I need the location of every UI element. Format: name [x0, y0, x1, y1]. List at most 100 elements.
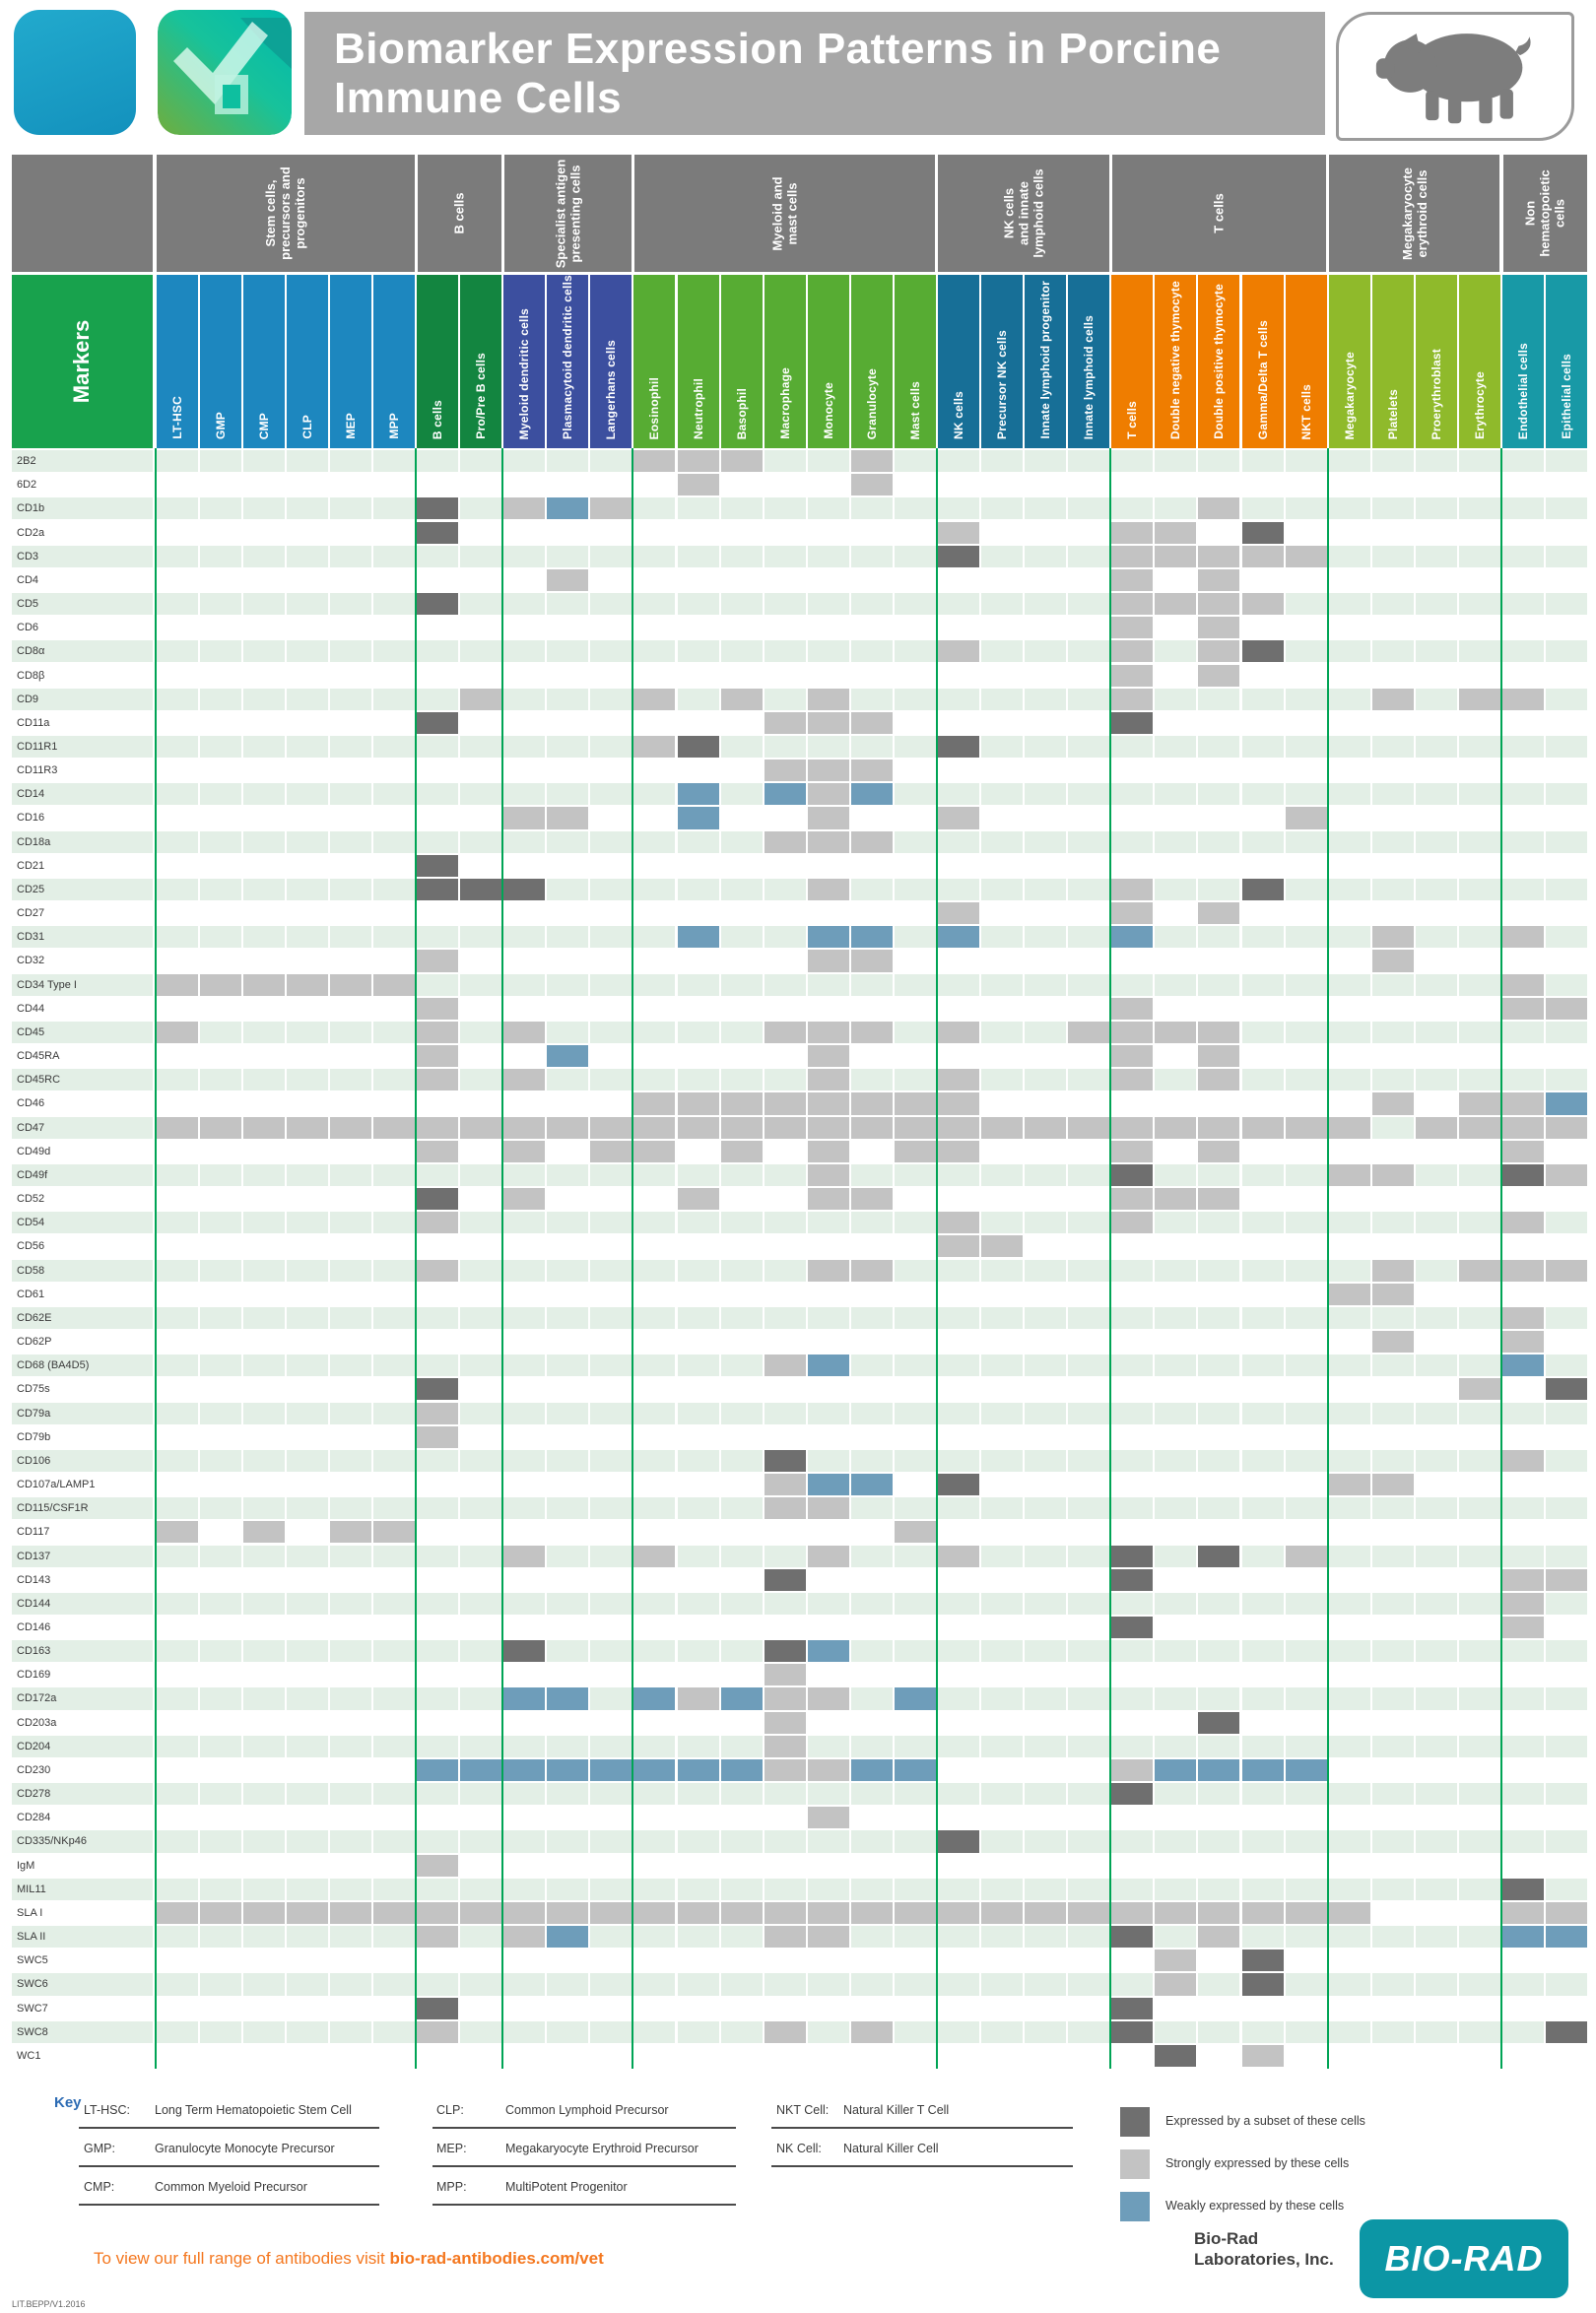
matrix-cell [1198, 1045, 1240, 1068]
matrix-cell [372, 1188, 415, 1211]
matrix-cell [633, 617, 676, 639]
matrix-cell [417, 568, 459, 591]
matrix-cell [1198, 1901, 1240, 1925]
matrix-cell [242, 1474, 285, 1496]
key-definition: Common Lymphoid Precursor [505, 2103, 669, 2117]
matrix-cell [807, 1045, 849, 1068]
matrix-cell [1025, 1973, 1067, 1996]
matrix-cell [242, 2044, 285, 2068]
matrix-cell [372, 807, 415, 829]
matrix-cell [1546, 1235, 1588, 1258]
matrix-cell [807, 902, 849, 925]
matrix-cell [1155, 1901, 1197, 1925]
pig-icon [1352, 20, 1559, 133]
matrix-cell [460, 1616, 502, 1639]
matrix-cell [460, 2020, 502, 2043]
matrix-cell [720, 1807, 763, 1829]
matrix-cell [1241, 1402, 1284, 1424]
matrix-cell [937, 1306, 979, 1329]
matrix-cell [1502, 950, 1545, 972]
matrix-cell [1111, 1259, 1154, 1282]
matrix-cell [503, 1616, 546, 1639]
group-divider [632, 448, 634, 2069]
matrix-cell [633, 1568, 676, 1591]
matrix-cell [1285, 521, 1327, 544]
matrix-cell [1502, 807, 1545, 829]
matrix-cell [1198, 1069, 1240, 1091]
matrix-cell [807, 497, 849, 520]
footer-cta-link[interactable]: bio-rad-antibodies.com/vet [389, 2249, 604, 2268]
matrix-cell [1285, 735, 1327, 759]
matrix-cell [1155, 1378, 1197, 1401]
matrix-cell [1285, 545, 1327, 567]
matrix-cell [1502, 450, 1545, 473]
matrix-cell [807, 617, 849, 639]
matrix-cell [460, 474, 502, 496]
matrix-cell [503, 1592, 546, 1615]
matrix-cell [286, 926, 328, 949]
matrix-cell [981, 1425, 1024, 1448]
matrix-cell [156, 1163, 198, 1187]
matrix-cell [894, 711, 936, 734]
matrix-cell [677, 640, 719, 663]
matrix-cell [720, 1259, 763, 1282]
matrix-cell [503, 1878, 546, 1900]
matrix-cell [1458, 950, 1500, 972]
matrix-cell [807, 1545, 849, 1567]
matrix-cell [1285, 1045, 1327, 1068]
matrix-cell [460, 1950, 502, 1972]
matrix-cell [937, 807, 979, 829]
legend-label: Expressed by a subset of these cells [1165, 2114, 1365, 2128]
matrix-cell [199, 711, 241, 734]
matrix-cell [720, 950, 763, 972]
matrix-cell [503, 1449, 546, 1472]
key-term: MPP: [436, 2180, 467, 2194]
matrix-cell [1025, 1687, 1067, 1710]
matrix-cell [286, 1830, 328, 1853]
matrix-cell [1111, 1878, 1154, 1900]
matrix-cell [981, 640, 1024, 663]
matrix-cell [242, 1163, 285, 1187]
matrix-cell [1371, 735, 1414, 759]
matrix-cell [156, 2020, 198, 2043]
matrix-cell [199, 521, 241, 544]
matrix-cell [1155, 1687, 1197, 1710]
matrix-cell [460, 1259, 502, 1282]
matrix-cell [1502, 1331, 1545, 1354]
matrix-cell [677, 1783, 719, 1806]
matrix-cell [1155, 1830, 1197, 1853]
matrix-cell [590, 2020, 632, 2043]
matrix-cell [1371, 1497, 1414, 1520]
marker-label: CD16 [12, 807, 153, 829]
matrix-cell [677, 997, 719, 1020]
matrix-cell [850, 1425, 893, 1448]
matrix-cell [1198, 1950, 1240, 1972]
matrix-cell [1415, 1568, 1457, 1591]
matrix-cell [547, 1235, 589, 1258]
matrix-cell [156, 664, 198, 687]
matrix-cell [1458, 1758, 1500, 1782]
matrix-cell [199, 1116, 241, 1139]
matrix-cell [1285, 1021, 1327, 1044]
matrix-cell [156, 1926, 198, 1949]
matrix-cell [329, 1997, 371, 2019]
matrix-cell [1111, 1640, 1154, 1663]
matrix-cell [199, 640, 241, 663]
matrix-cell [1502, 1449, 1545, 1472]
matrix-cell [677, 1188, 719, 1211]
matrix-cell [981, 1973, 1024, 1996]
matrix-cell [1546, 545, 1588, 567]
matrix-cell [981, 1901, 1024, 1925]
matrix-cell [1458, 1235, 1500, 1258]
matrix-cell [633, 1926, 676, 1949]
matrix-cell [981, 735, 1024, 759]
matrix-cell [547, 545, 589, 567]
matrix-cell [1241, 1259, 1284, 1282]
matrix-cell [417, 1092, 459, 1115]
matrix-cell [156, 1640, 198, 1663]
matrix-cell [850, 1474, 893, 1496]
matrix-cell [1546, 1901, 1588, 1925]
matrix-cell [417, 760, 459, 782]
matrix-cell [503, 807, 546, 829]
matrix-cell [850, 1021, 893, 1044]
